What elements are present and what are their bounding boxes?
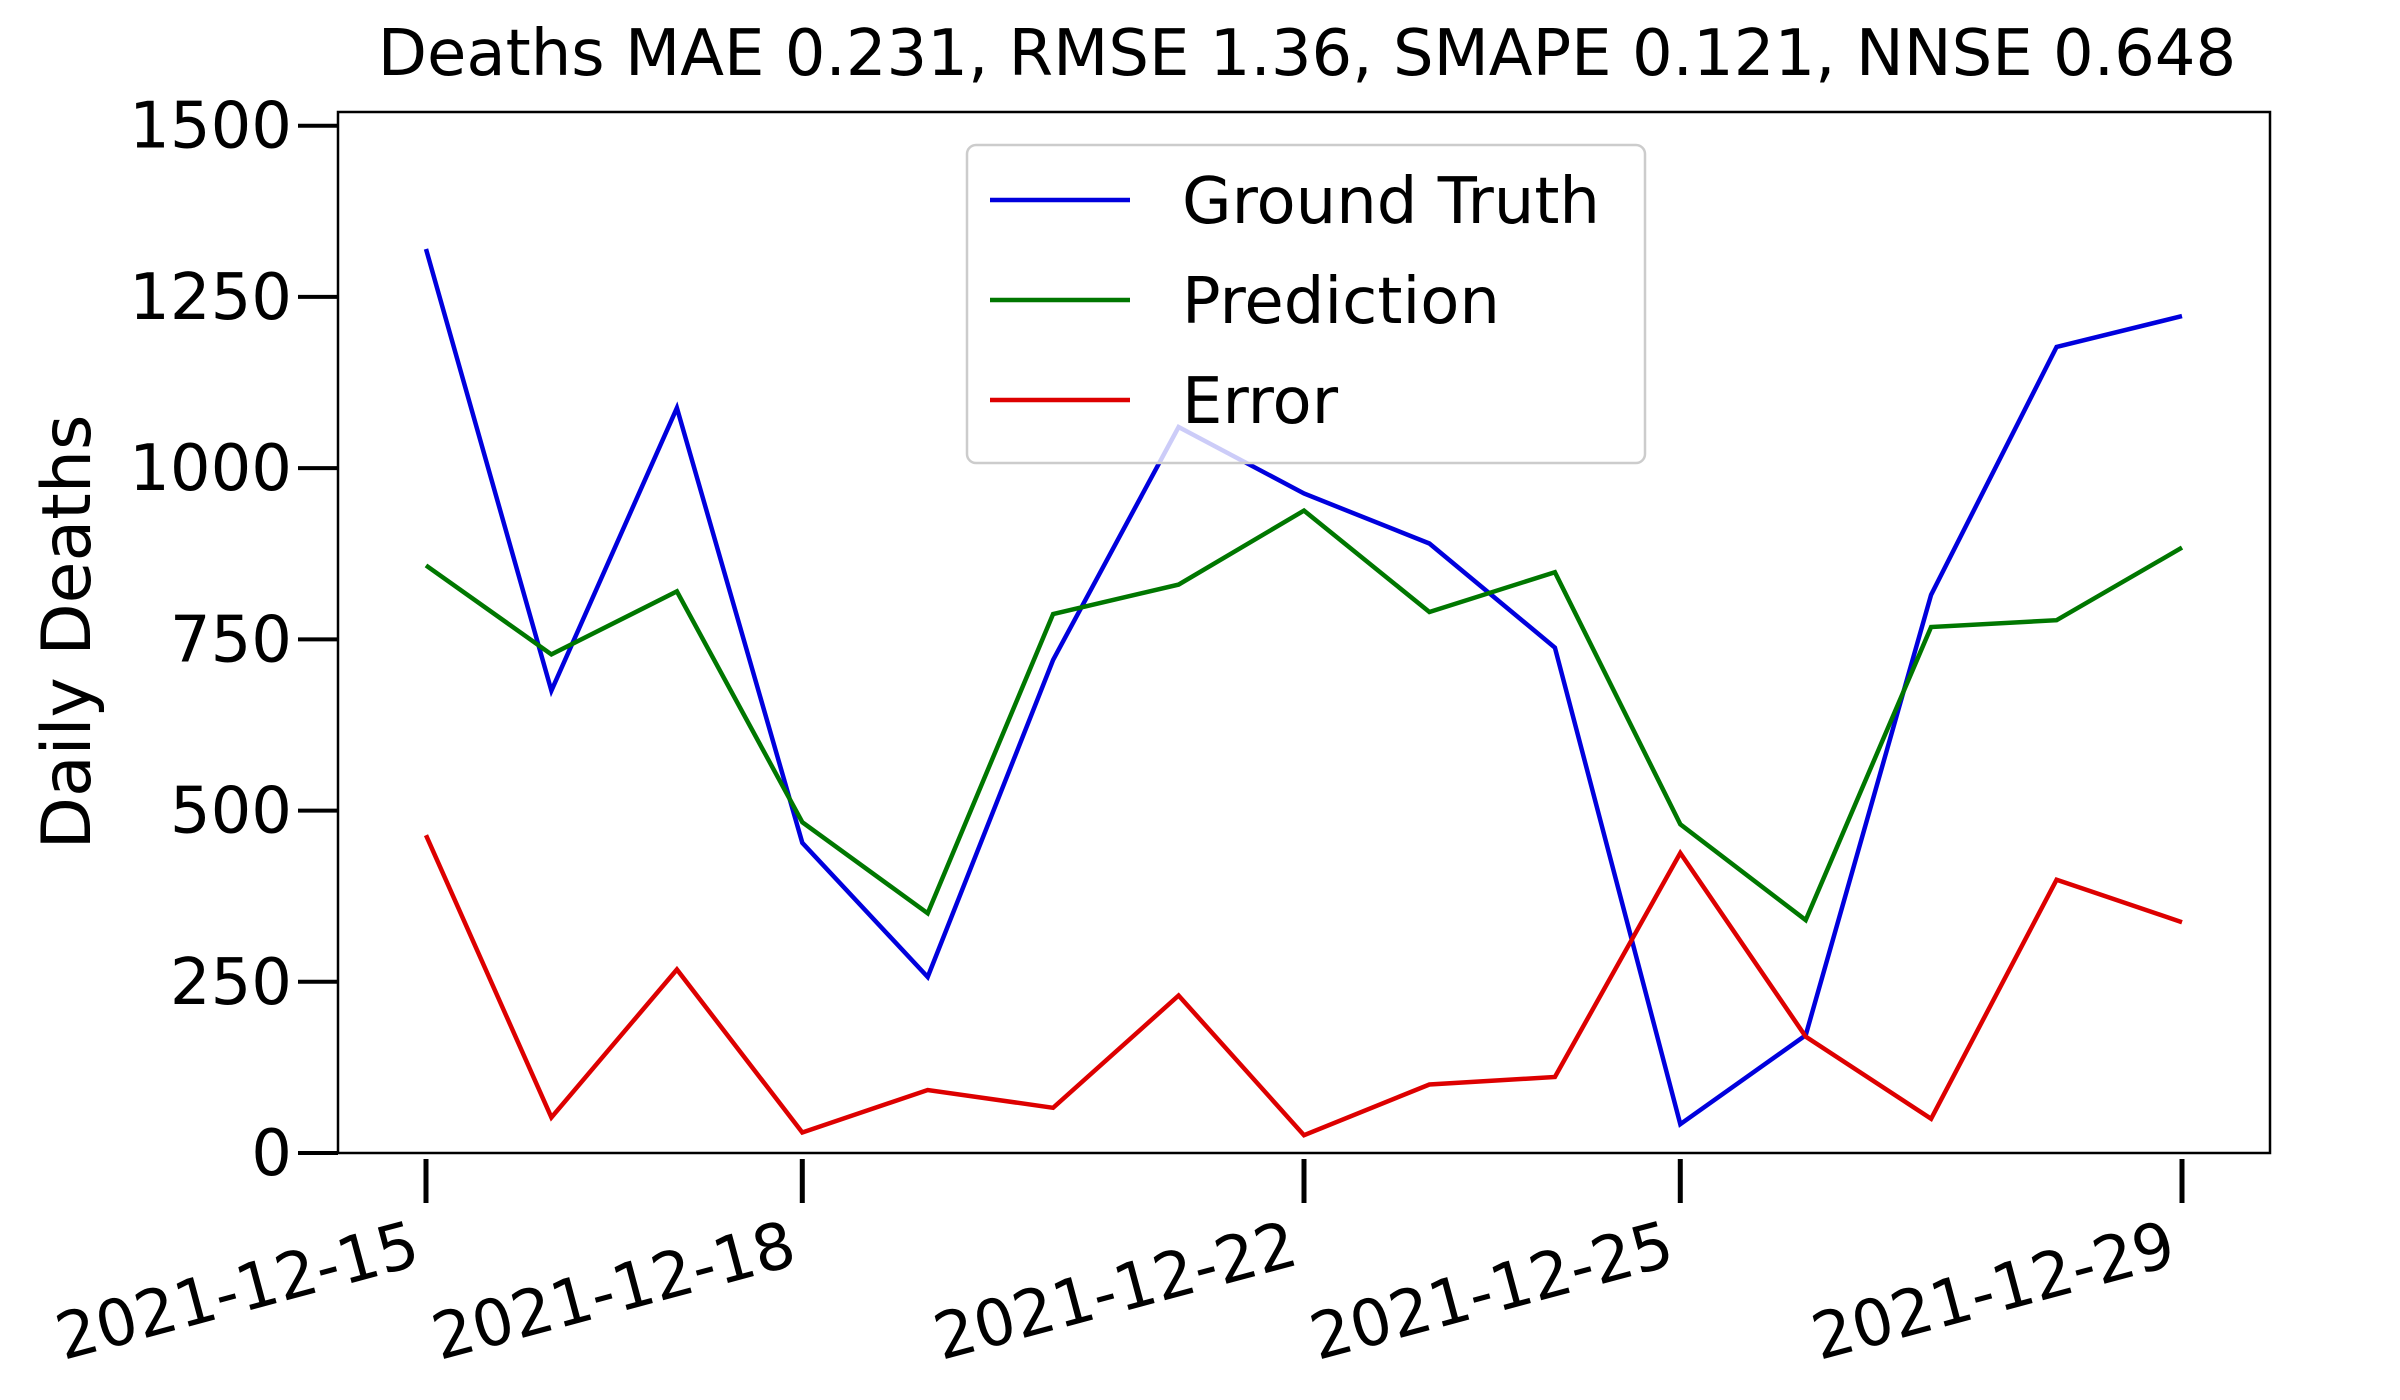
chart-title: Deaths MAE 0.231, RMSE 1.36, SMAPE 0.121… xyxy=(378,17,2236,91)
x-tick-label: 2021-12-22 xyxy=(926,1208,1304,1376)
series-line-prediction xyxy=(424,507,2184,924)
x-tick-label: 2021-12-25 xyxy=(1303,1208,1681,1376)
series-line-error xyxy=(423,834,2183,1138)
y-axis-label: Daily Deaths xyxy=(28,415,107,850)
x-tick-label: 2021-12-29 xyxy=(1804,1208,2182,1376)
y-tick-label: 1500 xyxy=(129,90,292,164)
legend: Ground Truth Prediction Error xyxy=(965,143,1647,465)
legend-label-prediction: Prediction xyxy=(1182,265,1500,339)
series-layer xyxy=(423,248,2184,1138)
y-tick-label: 1250 xyxy=(129,261,292,335)
y-tick-label: 1000 xyxy=(129,432,292,506)
x-tick-label: 2021-12-18 xyxy=(425,1208,803,1376)
y-tick-label: 0 xyxy=(251,1117,292,1191)
x-tick-label: 2021-12-15 xyxy=(48,1208,426,1376)
legend-box xyxy=(965,143,1647,465)
y-tick-label: 250 xyxy=(170,946,292,1020)
legend-label-error: Error xyxy=(1182,365,1339,439)
y-tick-label: 500 xyxy=(170,775,292,849)
series-line-ground-truth xyxy=(423,248,2183,1128)
legend-label-ground-truth: Ground Truth xyxy=(1182,165,1600,239)
plot-frame xyxy=(336,110,2272,1155)
y-tick-label: 750 xyxy=(170,603,292,677)
